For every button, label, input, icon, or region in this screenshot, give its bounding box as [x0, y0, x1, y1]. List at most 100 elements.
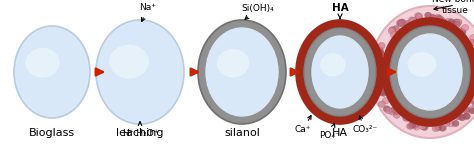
Ellipse shape — [304, 28, 376, 116]
Ellipse shape — [445, 119, 452, 125]
Ellipse shape — [421, 124, 428, 131]
Ellipse shape — [376, 83, 383, 89]
Ellipse shape — [409, 18, 416, 24]
Ellipse shape — [411, 122, 419, 128]
Ellipse shape — [438, 17, 446, 24]
Ellipse shape — [378, 42, 385, 49]
Ellipse shape — [455, 19, 462, 25]
Ellipse shape — [372, 77, 379, 84]
Ellipse shape — [378, 89, 385, 96]
Ellipse shape — [472, 100, 474, 107]
Ellipse shape — [374, 80, 382, 86]
Text: CO₃²⁻: CO₃²⁻ — [352, 116, 378, 135]
Ellipse shape — [438, 18, 445, 24]
Ellipse shape — [206, 28, 278, 116]
Ellipse shape — [471, 96, 474, 102]
Ellipse shape — [469, 98, 474, 104]
Ellipse shape — [463, 107, 470, 114]
Ellipse shape — [372, 49, 379, 56]
Text: H⁺·H₂O⁺: H⁺·H₂O⁺ — [122, 122, 158, 137]
Ellipse shape — [370, 6, 474, 138]
Ellipse shape — [392, 31, 399, 37]
Ellipse shape — [429, 15, 436, 21]
Ellipse shape — [462, 106, 469, 112]
Ellipse shape — [399, 19, 405, 25]
Ellipse shape — [380, 90, 387, 96]
Ellipse shape — [418, 18, 425, 24]
Ellipse shape — [459, 115, 465, 121]
Ellipse shape — [405, 20, 411, 27]
Ellipse shape — [374, 50, 381, 57]
Ellipse shape — [393, 112, 400, 118]
Ellipse shape — [463, 113, 470, 119]
Ellipse shape — [437, 18, 443, 25]
Ellipse shape — [217, 49, 249, 78]
Text: HA: HA — [332, 3, 348, 19]
Ellipse shape — [407, 116, 414, 123]
Ellipse shape — [471, 97, 474, 103]
Ellipse shape — [410, 118, 416, 124]
Ellipse shape — [454, 21, 461, 27]
Ellipse shape — [406, 22, 412, 28]
Ellipse shape — [391, 32, 397, 38]
Ellipse shape — [312, 36, 368, 108]
Ellipse shape — [458, 28, 465, 34]
Ellipse shape — [372, 69, 379, 75]
Ellipse shape — [470, 35, 474, 41]
Ellipse shape — [399, 20, 406, 26]
Ellipse shape — [392, 26, 400, 32]
Ellipse shape — [376, 47, 383, 53]
Ellipse shape — [419, 123, 426, 130]
Ellipse shape — [375, 90, 382, 96]
Ellipse shape — [469, 108, 474, 114]
Ellipse shape — [443, 119, 450, 126]
Ellipse shape — [109, 45, 149, 78]
Ellipse shape — [377, 50, 384, 57]
Ellipse shape — [396, 20, 403, 26]
Ellipse shape — [377, 86, 384, 92]
Ellipse shape — [398, 20, 405, 27]
Text: HA: HA — [332, 128, 348, 138]
Ellipse shape — [416, 13, 423, 20]
Ellipse shape — [383, 106, 390, 112]
Ellipse shape — [393, 108, 400, 115]
Ellipse shape — [408, 17, 415, 23]
Ellipse shape — [445, 18, 452, 25]
Ellipse shape — [402, 115, 410, 121]
Ellipse shape — [469, 106, 474, 112]
Ellipse shape — [96, 20, 184, 124]
Ellipse shape — [14, 26, 90, 118]
Ellipse shape — [389, 109, 396, 115]
Ellipse shape — [296, 20, 384, 124]
Ellipse shape — [430, 16, 437, 22]
Text: silanol: silanol — [224, 128, 260, 138]
Ellipse shape — [462, 24, 469, 31]
Text: Na⁺: Na⁺ — [139, 4, 156, 21]
Ellipse shape — [434, 119, 441, 126]
Ellipse shape — [452, 114, 459, 120]
Ellipse shape — [412, 19, 419, 25]
Ellipse shape — [390, 26, 470, 118]
Ellipse shape — [398, 34, 462, 110]
Ellipse shape — [448, 19, 455, 25]
Ellipse shape — [376, 79, 383, 85]
Ellipse shape — [435, 124, 442, 131]
Ellipse shape — [391, 107, 398, 113]
Ellipse shape — [375, 88, 382, 94]
Ellipse shape — [452, 120, 459, 127]
Ellipse shape — [435, 14, 442, 21]
Text: Ca⁺: Ca⁺ — [295, 115, 311, 135]
Ellipse shape — [463, 113, 470, 120]
Ellipse shape — [453, 19, 460, 25]
Ellipse shape — [425, 12, 432, 18]
Ellipse shape — [376, 49, 383, 56]
Ellipse shape — [415, 13, 422, 19]
Ellipse shape — [379, 89, 386, 95]
Ellipse shape — [457, 113, 464, 120]
Ellipse shape — [370, 79, 377, 86]
Ellipse shape — [407, 123, 414, 129]
Ellipse shape — [454, 113, 461, 119]
Ellipse shape — [378, 101, 385, 107]
Text: leaching: leaching — [116, 128, 164, 138]
Ellipse shape — [436, 17, 443, 23]
